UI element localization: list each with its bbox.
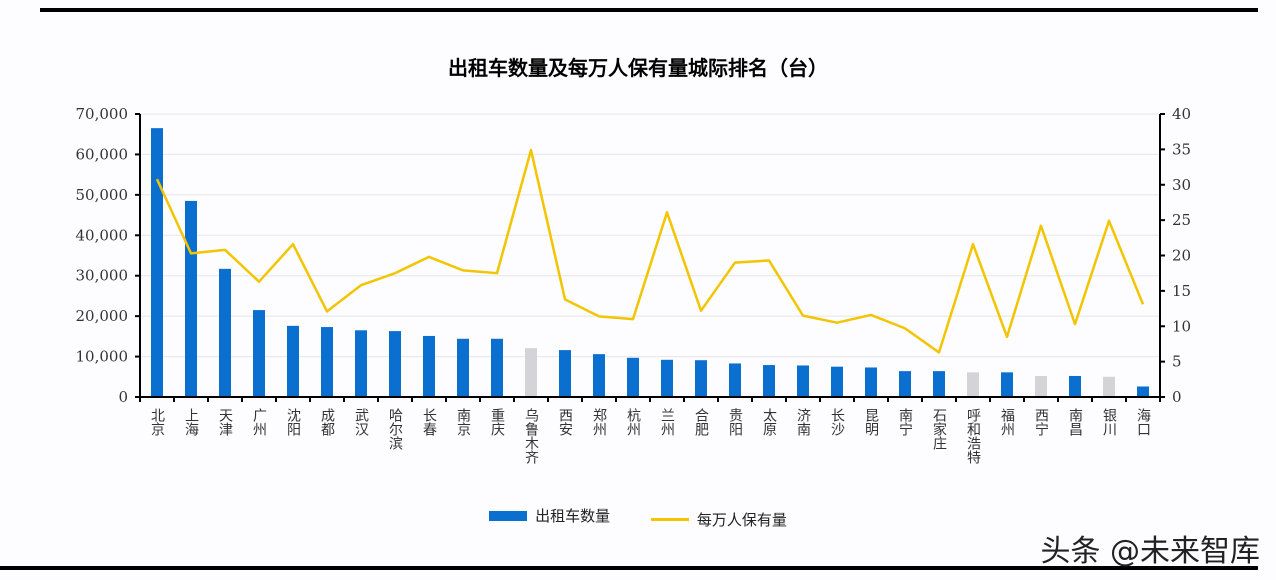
line-series: [155, 148, 1145, 354]
bar: [661, 359, 673, 397]
legend-item-line: 每万人保有量: [650, 509, 787, 530]
bar: [1035, 375, 1047, 397]
category-label: 石家庄: [931, 408, 947, 450]
category-label: 沈阳: [285, 408, 301, 436]
bar: [253, 310, 265, 397]
category-label: 呼和浩特: [965, 408, 981, 464]
category-label: 南宁: [897, 408, 913, 436]
right-tick-label: 30: [1172, 176, 1191, 194]
watermark: 头条 @未来智库: [1040, 534, 1260, 569]
category-label: 南昌: [1067, 408, 1083, 436]
category-label: 海口: [1135, 408, 1151, 436]
bar: [423, 335, 435, 397]
category-label: 太原: [761, 408, 777, 436]
category-label: 成都: [319, 408, 335, 436]
bar: [627, 357, 639, 397]
category-label: 长春: [421, 408, 437, 436]
category-label: 西安: [557, 408, 573, 436]
category-label: 南京: [455, 408, 471, 436]
category-label: 重庆: [489, 408, 505, 436]
right-tick-label: 20: [1172, 247, 1191, 265]
category-label: 广州: [251, 408, 267, 436]
category-label: 乌鲁木齐: [523, 408, 539, 464]
category-label: 郑州: [591, 408, 607, 436]
bar: [1137, 386, 1149, 397]
category-label: 合肥: [693, 408, 709, 437]
category-label: 西宁: [1033, 408, 1049, 436]
bar: [321, 327, 333, 397]
left-tick-label: 40,000: [76, 226, 129, 244]
chart: 0 10,000 20,000 30,000 40,000 50,000 60,000 70,…: [76, 105, 1192, 464]
right-tick-label: 15: [1172, 282, 1191, 300]
bar: [933, 371, 945, 397]
category-label: 兰州: [659, 408, 675, 436]
left-tick-label: 10,000: [76, 348, 129, 366]
category-label: 长沙: [829, 408, 845, 436]
legend-label-bar: 出租车数量: [535, 507, 611, 525]
legend-swatch-line: [650, 517, 689, 521]
legend: 出租车数量 每万人保有量: [0, 505, 1276, 530]
category-label: 银川: [1101, 408, 1117, 436]
category-label: 济南: [795, 408, 811, 436]
bar: [219, 268, 231, 397]
bar: [1069, 375, 1081, 397]
left-tick-label: 50,000: [76, 186, 129, 204]
bar: [355, 330, 367, 397]
category-label: 北京: [149, 408, 165, 436]
bar: [729, 363, 741, 397]
category-label: 福州: [999, 408, 1015, 436]
bar: [967, 372, 979, 397]
legend-label-line: 每万人保有量: [696, 510, 787, 529]
category-label: 哈尔滨: [387, 408, 403, 450]
bar: [151, 128, 163, 397]
category-label: 天津: [217, 408, 233, 436]
left-tick-label: 20,000: [76, 307, 129, 325]
category-label: 昆明: [863, 408, 879, 437]
chart-title: 出租车数量及每万人保有量城际排名（台）: [448, 56, 828, 80]
top-rule: [40, 8, 1258, 12]
category-label: 贵阳: [727, 408, 743, 436]
category-label: 杭州: [625, 408, 641, 436]
legend-item-bar: 出租车数量: [489, 505, 610, 526]
bar: [287, 325, 299, 397]
bar: [831, 366, 843, 397]
right-tick-label: 5: [1172, 353, 1182, 371]
category-label: 武汉: [353, 408, 369, 436]
bar: [525, 348, 537, 397]
bar: [389, 331, 401, 397]
left-tick-label: 30,000: [76, 267, 129, 285]
bar: [1001, 372, 1013, 397]
bar: [899, 371, 911, 397]
bar: [1103, 376, 1115, 397]
bar: [491, 338, 503, 397]
bar: [593, 354, 605, 397]
right-tick-label: 40: [1172, 105, 1191, 123]
bar: [763, 365, 775, 397]
right-tick-label: 0: [1172, 388, 1182, 406]
bar: [457, 338, 469, 397]
legend-swatch-bar: [489, 510, 528, 521]
left-tick-label: 70,000: [76, 105, 129, 123]
bar: [559, 350, 571, 397]
right-tick-label: 35: [1172, 140, 1191, 158]
right-tick-label: 10: [1172, 317, 1191, 335]
category-label: 上海: [183, 408, 199, 436]
bar: [865, 367, 877, 397]
bottom-rule: [0, 566, 1258, 570]
right-tick-label: 25: [1172, 211, 1191, 229]
bar: [185, 200, 197, 397]
bar: [797, 365, 809, 397]
left-tick-label: 60,000: [76, 145, 129, 163]
left-tick-label: 0: [118, 388, 128, 406]
bar: [695, 360, 707, 397]
